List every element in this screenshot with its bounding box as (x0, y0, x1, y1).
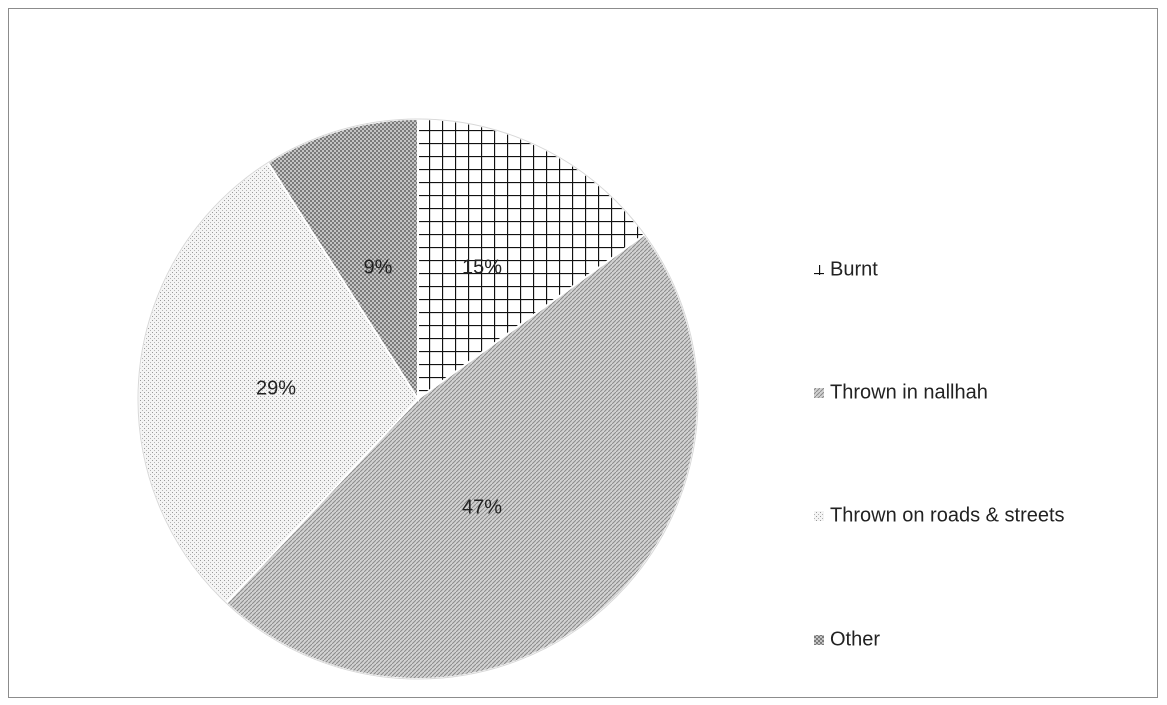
legend-label-thrown-in-nallhah: Thrown in nallhah (830, 381, 988, 403)
legend-label-other: Other (830, 628, 880, 650)
legend-item-other: Other (814, 628, 880, 650)
pie-slices (137, 117, 699, 680)
legend-swatch-other (814, 635, 824, 645)
data-label-other: 9% (364, 256, 393, 278)
pie-outline (137, 118, 699, 680)
pie-data-labels: 15% 47% 29% 9% (256, 256, 502, 518)
data-label-thrown-on-roads-and-streets: 29% (256, 377, 296, 399)
legend-swatch-thrown-in-nallhah (814, 388, 824, 398)
legend-item-thrown-in-nallhah: Thrown in nallhah (814, 381, 988, 403)
legend-label-thrown-on-roads-and-streets: Thrown on roads & streets (830, 504, 1065, 526)
legend-item-thrown-on-roads-and-streets: Thrown on roads & streets (814, 504, 1065, 526)
data-label-burnt: 15% (462, 256, 502, 278)
legend-label-burnt: Burnt (830, 258, 878, 280)
legend-swatch-thrown-on-roads-and-streets (814, 511, 824, 521)
legend-swatch-burnt (814, 265, 824, 275)
legend-item-burnt: Burnt (814, 258, 878, 280)
data-label-thrown-in-nallhah: 47% (462, 496, 502, 518)
legend: Burnt Thrown in nallhah Thrown on roads & … (814, 258, 1065, 650)
